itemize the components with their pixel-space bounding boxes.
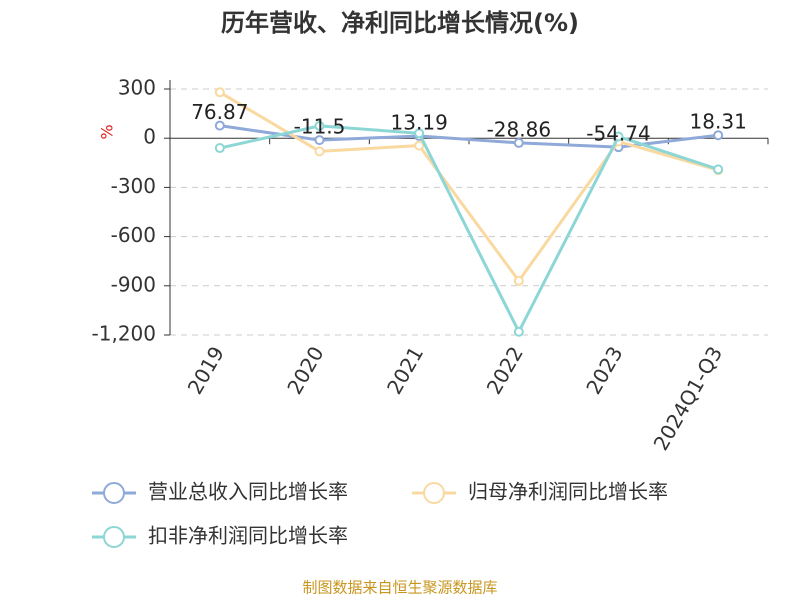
source-note: 制图数据来自恒生聚源数据库 [302, 579, 497, 597]
point [314, 120, 325, 131]
data-label: -54.74 [586, 122, 650, 146]
point [513, 137, 524, 148]
point [314, 135, 325, 146]
point [214, 120, 225, 131]
series-line [219, 90, 719, 284]
legend-label: 营业总收入同比增长率 [148, 480, 348, 504]
data-label: -11.5 [294, 115, 346, 139]
legend-label: 归母净利润同比增长率 [468, 480, 668, 504]
x-tick-label: 2022 [482, 342, 528, 398]
legend-marker [103, 482, 125, 504]
data-label: -28.86 [487, 117, 551, 141]
y-tick-label: -600 [111, 223, 156, 247]
legend-label: 扣非净利润同比增长率 [148, 524, 348, 548]
y-tick-label: 0 [143, 125, 156, 149]
legend-marker [423, 482, 445, 504]
x-tick-label: 2024Q1-Q3 [649, 342, 728, 454]
data-label: 76.87 [191, 100, 248, 124]
point [414, 128, 425, 139]
point [713, 130, 724, 141]
x-tick-label: 2021 [382, 342, 428, 398]
y-tick-label: -900 [111, 272, 156, 296]
legend-marker [103, 526, 125, 548]
point [713, 164, 724, 175]
data-label: 18.31 [690, 110, 747, 134]
series-line [219, 124, 719, 336]
y-axis-label: % [98, 124, 117, 139]
point [314, 146, 325, 157]
point [513, 326, 524, 337]
x-tick-label: 2023 [581, 342, 627, 398]
x-tick-label: 2019 [183, 342, 229, 398]
point [214, 143, 225, 154]
point [214, 87, 225, 98]
point [613, 131, 624, 142]
y-tick-label: 300 [118, 76, 156, 100]
chart-title: 历年营收、净利同比增长情况(%) [221, 9, 579, 37]
x-tick-label: 2020 [282, 342, 328, 398]
point [414, 140, 425, 151]
data-label: 13.19 [391, 111, 448, 135]
y-tick-label: -300 [111, 174, 156, 198]
y-tick-label: -1,200 [92, 322, 156, 346]
point [513, 275, 524, 286]
